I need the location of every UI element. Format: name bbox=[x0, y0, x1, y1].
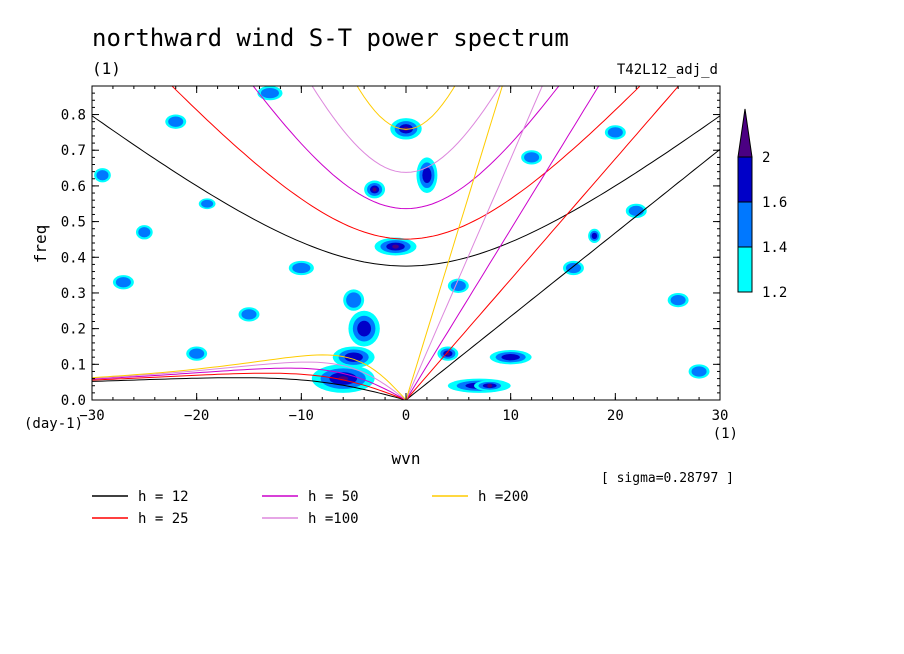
colorbar: 1.2 1.4 1.6 2 bbox=[737, 108, 787, 301]
contour-blob bbox=[607, 127, 623, 138]
contour-blob bbox=[115, 277, 131, 288]
contour-blob bbox=[392, 244, 399, 249]
legend: h = 12 h = 25 h = 50 h =100 h =200 bbox=[92, 489, 529, 527]
colorbar-segment bbox=[737, 246, 753, 293]
chart-subtitle-left: (1) bbox=[92, 59, 121, 78]
y-tick-label: 0.7 bbox=[61, 143, 86, 159]
y-tick-label: 0.0 bbox=[61, 393, 86, 409]
contour-blob bbox=[357, 320, 372, 337]
colorbar-arrow bbox=[737, 108, 753, 158]
x-tick-label: −10 bbox=[289, 408, 314, 424]
contour-blob bbox=[189, 348, 205, 359]
colorbar-segment bbox=[737, 201, 753, 248]
contour-blob bbox=[372, 187, 377, 192]
kelvin-curve-2 bbox=[405, 86, 600, 400]
contour-blob bbox=[450, 280, 466, 291]
colorbar-segment bbox=[737, 156, 753, 203]
contour-blob bbox=[292, 262, 311, 274]
chart-title: northward wind S-T power spectrum bbox=[92, 24, 569, 52]
x-tick-label: 20 bbox=[607, 408, 624, 424]
contour-blob bbox=[201, 199, 214, 208]
contour-blob bbox=[138, 227, 151, 238]
contour-blob bbox=[628, 205, 644, 217]
contour-blob bbox=[403, 126, 409, 131]
colorbar-label: 1.6 bbox=[762, 195, 787, 211]
contour-blob bbox=[565, 262, 582, 274]
legend-label: h = 25 bbox=[138, 511, 189, 527]
contour-blob bbox=[487, 383, 493, 388]
contour-blob bbox=[346, 292, 362, 308]
chart-subtitle-right: T42L12_adj_d bbox=[617, 62, 718, 78]
contour-blob bbox=[422, 167, 432, 184]
ig-curve-4 bbox=[356, 86, 456, 130]
contour-blob bbox=[168, 116, 184, 127]
y-tick-label: 0.6 bbox=[61, 179, 86, 195]
kelvin-curve-0 bbox=[405, 148, 720, 400]
legend-label: h = 12 bbox=[138, 489, 189, 505]
rossby-curve-3 bbox=[92, 361, 407, 400]
colorbar-label: 2 bbox=[762, 150, 770, 166]
contour-fills bbox=[94, 86, 710, 393]
rossby-curve-0 bbox=[92, 377, 407, 400]
contour-blob bbox=[691, 366, 707, 377]
x-tick-label: 10 bbox=[502, 408, 519, 424]
kelvin-curve-1 bbox=[405, 86, 680, 400]
dispersion-curves bbox=[92, 86, 720, 400]
y-tick-label: 0.2 bbox=[61, 322, 86, 338]
contour-blob bbox=[524, 152, 540, 163]
x-tick-label: −20 bbox=[184, 408, 209, 424]
ig-curve-1 bbox=[171, 86, 641, 240]
contour-blob bbox=[96, 170, 109, 181]
contour-blob bbox=[670, 294, 686, 306]
legend-label: h =100 bbox=[308, 511, 359, 527]
y-tick-label: 0.1 bbox=[61, 357, 86, 373]
y-tick-label: 0.3 bbox=[61, 286, 86, 302]
rossby-curve-4 bbox=[92, 354, 407, 400]
x-unit-label: (1) bbox=[713, 426, 738, 442]
y-tick-label: 0.5 bbox=[61, 215, 86, 231]
colorbar-label: 1.2 bbox=[762, 285, 787, 301]
y-tick-label: 0.4 bbox=[61, 250, 86, 266]
plot-area: −30 −20 −10 0 10 20 30 0.0 0.1 0.2 0.3 0.4 0.5 0.6 0.7… bbox=[61, 85, 729, 424]
ig-curve-3 bbox=[311, 86, 501, 173]
contour-blob bbox=[501, 354, 520, 361]
sigma-label: [ sigma=0.28797 ] bbox=[601, 471, 734, 486]
colorbar-label: 1.4 bbox=[762, 240, 787, 256]
contour-blob bbox=[241, 309, 257, 320]
rossby-curve-2 bbox=[92, 367, 407, 400]
contour-blob bbox=[591, 232, 598, 240]
axis-ticks: −30 −20 −10 0 10 20 30 0.0 0.1 0.2 0.3 0.4 0.5 0.6 0.7… bbox=[61, 86, 729, 424]
kelvin-curve-4 bbox=[405, 86, 503, 400]
ig-curve-2 bbox=[252, 86, 560, 210]
contour-blob bbox=[344, 352, 363, 362]
x-tick-label: 0 bbox=[402, 408, 410, 424]
y-unit-label: (day-1) bbox=[24, 416, 83, 432]
rossby-curve-1 bbox=[92, 372, 407, 400]
y-tick-label: 0.8 bbox=[61, 108, 86, 124]
x-axis-label: wvn bbox=[392, 449, 421, 468]
x-tick-label: 30 bbox=[712, 408, 729, 424]
legend-label: h = 50 bbox=[308, 489, 359, 505]
x-tick-label: −30 bbox=[79, 408, 104, 424]
ig-curve-0 bbox=[92, 115, 720, 267]
kelvin-curve-3 bbox=[405, 86, 543, 400]
contour-blob bbox=[260, 87, 279, 99]
legend-label: h =200 bbox=[478, 489, 529, 505]
y-axis-label: freq bbox=[31, 225, 50, 264]
